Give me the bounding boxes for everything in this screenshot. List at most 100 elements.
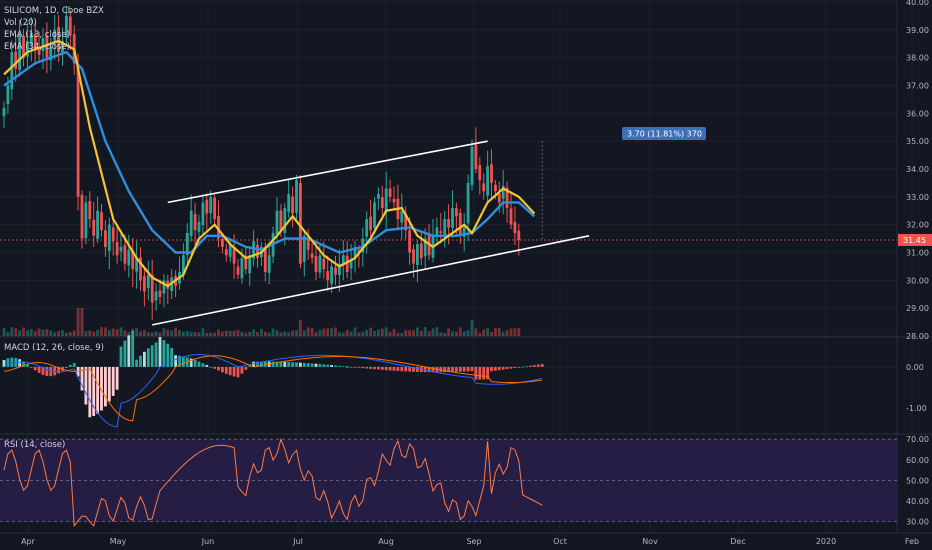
volume-bar bbox=[509, 328, 513, 336]
macd-histogram-bar bbox=[458, 366, 462, 372]
volume-bar bbox=[162, 328, 166, 336]
trend-channel[interactable] bbox=[152, 140, 590, 326]
macd-histogram-bar bbox=[119, 346, 123, 367]
volume-bar bbox=[217, 329, 220, 336]
candle-body bbox=[466, 182, 470, 224]
macd-histogram-bar bbox=[536, 364, 540, 367]
macd-histogram-bar bbox=[232, 366, 236, 377]
candle-body bbox=[501, 185, 505, 199]
volume-bar bbox=[29, 329, 33, 336]
macd-histogram-bar bbox=[513, 366, 517, 368]
volume-bar bbox=[236, 329, 240, 336]
macd-histogram-bar bbox=[236, 366, 240, 378]
volume-bar bbox=[174, 327, 177, 336]
candle-body bbox=[283, 207, 287, 233]
macd-histogram-bar bbox=[408, 366, 411, 372]
macd-line bbox=[3, 353, 543, 428]
macd-histogram-bar bbox=[213, 366, 216, 369]
candle-body bbox=[115, 242, 119, 256]
candle-body bbox=[76, 64, 80, 197]
candle-body bbox=[232, 246, 236, 264]
candle-body bbox=[439, 231, 443, 234]
macd-histogram-bar bbox=[29, 366, 33, 368]
macd-histogram-bar bbox=[283, 361, 287, 367]
volume-bar bbox=[306, 327, 310, 336]
macd-histogram-bar bbox=[65, 366, 68, 368]
price-tick-label: 34.00 bbox=[906, 165, 929, 174]
price-tick-label: 40.00 bbox=[906, 0, 929, 7]
volume-bar bbox=[33, 331, 37, 336]
volume-bar bbox=[396, 332, 400, 336]
candle-body bbox=[447, 219, 450, 228]
rsi-panel bbox=[0, 437, 897, 528]
macd-histogram-bar bbox=[314, 363, 318, 367]
macd-histogram-bar bbox=[271, 361, 275, 367]
macd-tick-label: 0.00 bbox=[906, 363, 924, 372]
macd-histogram-bar bbox=[306, 363, 310, 367]
ema34-legend: EMA (34, close) bbox=[4, 42, 70, 52]
candle-body bbox=[299, 183, 302, 264]
candle-body bbox=[41, 38, 45, 51]
candle-body bbox=[185, 233, 189, 256]
candle-body bbox=[263, 249, 267, 272]
macd-histogram-bar bbox=[10, 357, 14, 367]
candle-body bbox=[22, 35, 25, 58]
candle-body bbox=[513, 222, 517, 234]
macd-histogram-bar bbox=[455, 366, 458, 372]
candle-body bbox=[53, 29, 57, 43]
macd-histogram-bar bbox=[256, 361, 259, 367]
macd-panel bbox=[0, 330, 897, 428]
volume-bar bbox=[455, 331, 458, 336]
macd-tick-label: -1.00 bbox=[906, 404, 927, 413]
volume-bar bbox=[482, 329, 486, 336]
volume-bar bbox=[2, 328, 6, 336]
price-tick-label: 37.00 bbox=[906, 82, 929, 91]
macd-histogram-bar bbox=[18, 359, 21, 367]
measure-tool[interactable]: 3.70 (11.81%) 370 bbox=[541, 127, 706, 240]
volume-bar bbox=[96, 329, 99, 336]
macd-histogram-bar bbox=[96, 366, 99, 414]
candle-body bbox=[470, 146, 474, 185]
macd-histogram-bar bbox=[170, 347, 174, 367]
channel-lower-line bbox=[152, 235, 590, 326]
macd-histogram-bar bbox=[139, 355, 142, 367]
volume-bar bbox=[178, 330, 181, 336]
macd-histogram-bar bbox=[490, 366, 493, 372]
candle-body bbox=[490, 164, 493, 183]
volume-bar bbox=[299, 320, 302, 336]
candle-body bbox=[400, 210, 404, 223]
macd-histogram-bar bbox=[174, 355, 177, 367]
volume-bar bbox=[470, 320, 474, 336]
candle-body bbox=[80, 194, 84, 239]
macd-histogram-bar bbox=[252, 361, 255, 367]
macd-histogram-bar bbox=[76, 366, 80, 377]
macd-histogram-bar bbox=[182, 356, 185, 367]
candle-body bbox=[205, 199, 209, 214]
macd-histogram-bar bbox=[291, 362, 294, 367]
macd-histogram-bar bbox=[400, 366, 404, 372]
macd-histogram-bar bbox=[209, 366, 213, 368]
volume-bar bbox=[193, 331, 197, 336]
macd-histogram-bar bbox=[295, 362, 298, 367]
candle-body bbox=[49, 46, 53, 61]
volume-bar bbox=[451, 331, 454, 336]
macd-histogram-bar bbox=[143, 351, 146, 367]
macd-histogram-bar bbox=[104, 366, 107, 407]
macd-histogram-bar bbox=[6, 358, 10, 367]
volume-bar bbox=[119, 327, 123, 336]
volume-bar bbox=[338, 332, 341, 336]
macd-histogram-bar bbox=[72, 363, 76, 367]
macd-histogram-bar bbox=[412, 366, 415, 372]
candle-body bbox=[404, 213, 408, 231]
volume-bar bbox=[419, 330, 423, 336]
ema13-line bbox=[3, 39, 536, 288]
macd-histogram-bar bbox=[540, 364, 544, 367]
price-tick-label: 33.00 bbox=[906, 193, 929, 202]
candle-body bbox=[310, 253, 314, 259]
macd-histogram-bar bbox=[248, 365, 252, 367]
macd-histogram-bar bbox=[158, 336, 162, 367]
volume-bar bbox=[310, 328, 314, 336]
candle-body bbox=[326, 271, 330, 281]
macd-histogram-bar bbox=[88, 366, 92, 418]
